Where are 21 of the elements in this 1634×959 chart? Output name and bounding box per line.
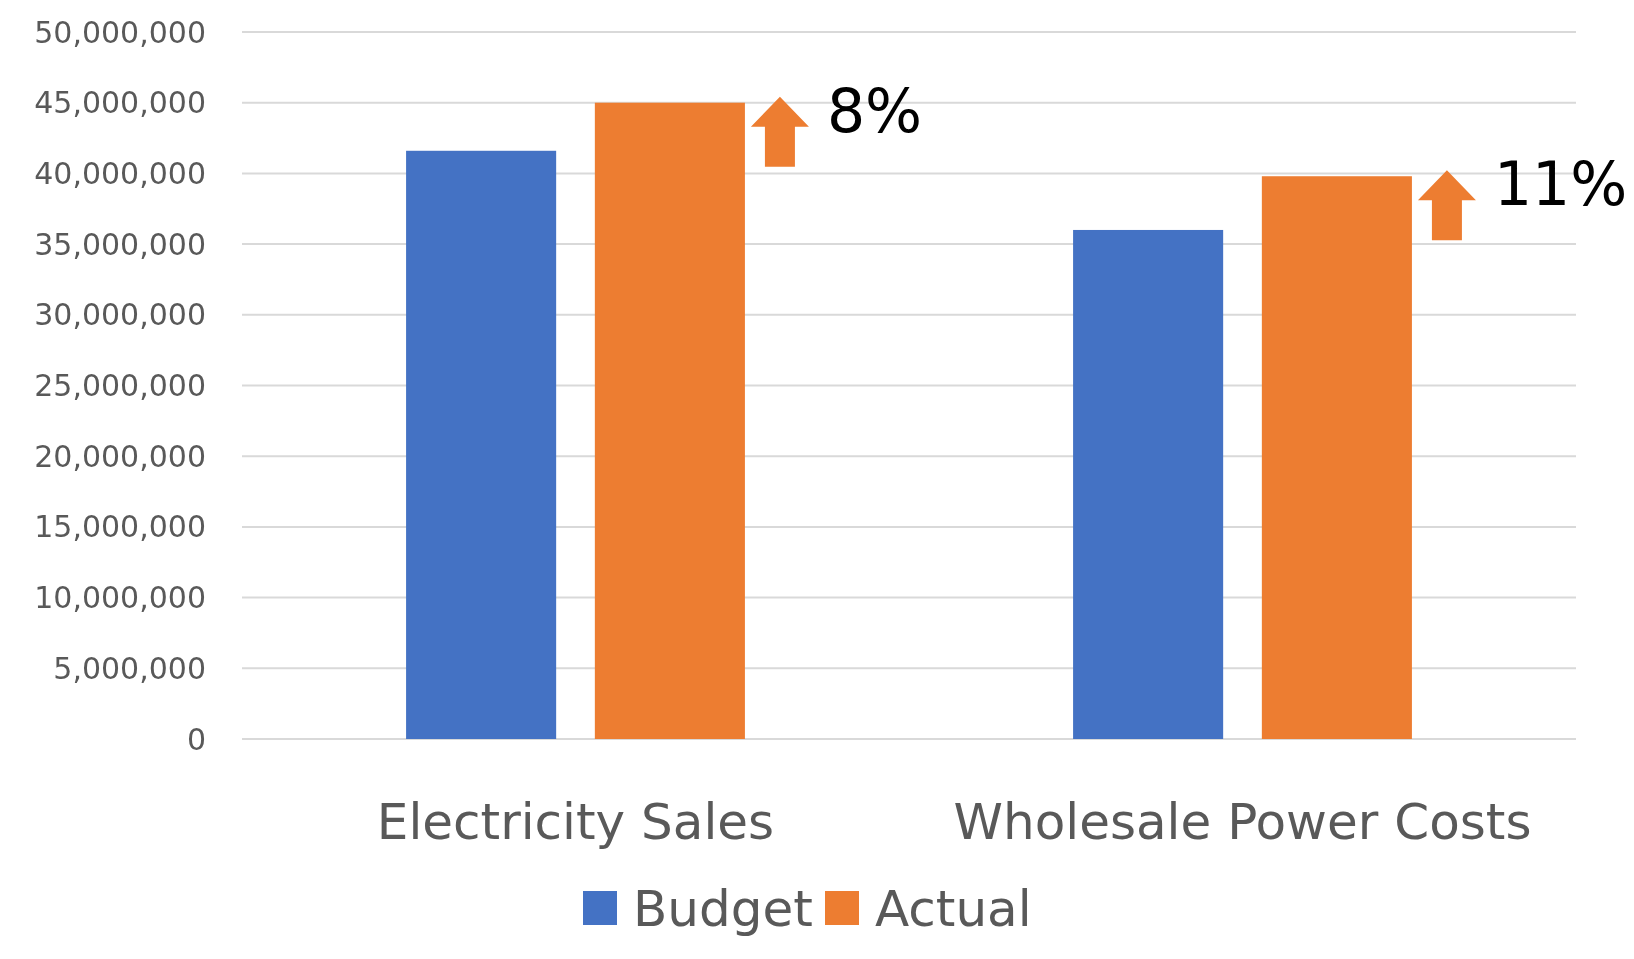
annotation: 8% [826, 75, 923, 146]
bar [594, 102, 745, 739]
y-tick-label: 5,000,000 [53, 650, 206, 686]
y-tick-label: 10,000,000 [34, 580, 206, 616]
y-tick-label: 40,000,000 [34, 155, 206, 191]
legend-label: Actual [875, 879, 1032, 938]
legend-label: Budget [633, 879, 813, 938]
bar [1261, 176, 1412, 739]
y-tick-label: 35,000,000 [34, 226, 206, 262]
y-tick-label: 45,000,000 [34, 85, 206, 121]
y-tick-label: 30,000,000 [34, 297, 206, 333]
bar [1073, 229, 1224, 739]
y-tick-label: 0 [186, 721, 206, 757]
x-tick-label: Electricity Sales [376, 792, 775, 851]
y-tick-label: 15,000,000 [34, 509, 206, 545]
y-tick-label: 50,000,000 [34, 14, 206, 50]
x-tick-label: Wholesale Power Costs [953, 792, 1532, 851]
y-tick-label: 20,000,000 [34, 438, 206, 474]
annotation: 11% [1493, 149, 1628, 220]
bar [406, 150, 557, 739]
y-tick-label: 25,000,000 [34, 368, 206, 403]
